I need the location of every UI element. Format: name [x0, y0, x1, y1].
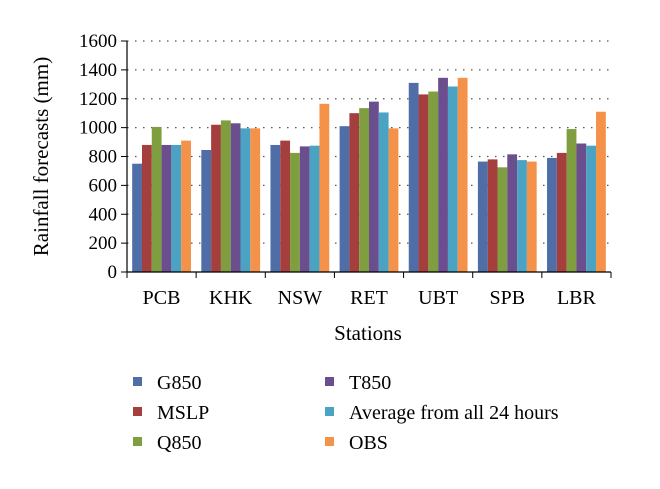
legend-swatch: [133, 377, 142, 386]
legend-label: Average from all 24 hours: [349, 402, 559, 424]
bar: [280, 140, 291, 272]
bar: [319, 103, 330, 272]
y-tick-label: 1400: [79, 60, 117, 81]
bar: [299, 146, 310, 272]
x-tick-label: SPB: [489, 287, 525, 309]
bar: [181, 140, 191, 272]
bar: [270, 144, 281, 272]
legend-label: T850: [349, 372, 391, 394]
bar: [388, 128, 399, 272]
bar: [359, 108, 369, 273]
legend-swatch: [325, 407, 334, 416]
bar: [497, 167, 508, 272]
legend-swatch: [325, 437, 334, 446]
bar: [378, 112, 389, 272]
y-tick-label: 1000: [79, 118, 117, 139]
bar: [517, 160, 527, 272]
bar: [290, 152, 300, 272]
axes: [126, 41, 611, 273]
bar: [250, 128, 261, 272]
bar: [547, 157, 557, 272]
y-tick-label: 0: [108, 262, 118, 283]
bar: [240, 128, 251, 272]
y-tick-label: 800: [89, 147, 118, 168]
bar: [171, 144, 182, 272]
bar: [428, 91, 439, 272]
bar: [526, 161, 537, 272]
x-axis-title: Stations: [334, 321, 402, 345]
bar: [447, 86, 458, 273]
y-tick-label: 1600: [79, 31, 117, 52]
bar: [487, 159, 498, 272]
bar: [349, 113, 360, 272]
y-axis-title: Rainfall forecasts (mm): [29, 57, 53, 256]
y-axis-ticks: 0 200 400 600 800 1000 1200 1400 1600: [79, 31, 127, 283]
bar: [418, 94, 429, 272]
bar: [596, 111, 606, 273]
x-tick-label: NSW: [278, 287, 323, 309]
bar: [309, 145, 320, 272]
bar: [556, 152, 567, 272]
bar: [408, 82, 419, 273]
legend-swatch: [133, 437, 142, 446]
bar: [230, 123, 241, 272]
bar: [477, 161, 488, 272]
bar: [369, 101, 379, 272]
bar: [132, 163, 142, 272]
legend-label: OBS: [349, 432, 388, 454]
bar: [220, 120, 231, 272]
bar: [151, 126, 162, 272]
y-tick-label: 1200: [79, 89, 117, 110]
bar: [339, 126, 350, 273]
legend-swatch: [325, 377, 334, 386]
bar: [438, 77, 448, 272]
bar: [211, 124, 221, 272]
bar: [457, 77, 468, 272]
bar: [576, 143, 587, 272]
bars: [132, 77, 606, 273]
bar: [586, 145, 597, 272]
legend-label: Q850: [157, 432, 201, 454]
bar: [141, 144, 152, 272]
y-tick-label: 200: [89, 233, 118, 254]
x-axis-categories: PCB KHK NSW RET UBT SPB LBR: [126, 272, 612, 309]
x-tick-label: UBT: [418, 287, 458, 309]
y-tick-label: 400: [89, 204, 118, 225]
x-tick-label: RET: [350, 287, 388, 309]
x-tick-label: PCB: [143, 287, 181, 309]
x-tick-label: KHK: [209, 287, 253, 309]
legend-swatch: [133, 407, 142, 416]
x-tick-label: LBR: [557, 287, 597, 309]
y-tick-label: 600: [89, 175, 118, 196]
bar: [566, 129, 577, 272]
bar: [507, 154, 518, 272]
legend-label: G850: [157, 372, 201, 394]
bar: [201, 150, 212, 272]
legend: G850 MSLP Q850 T850 Average from all 24 hour…: [133, 372, 559, 454]
bar: [161, 144, 172, 272]
legend-label: MSLP: [157, 402, 209, 424]
